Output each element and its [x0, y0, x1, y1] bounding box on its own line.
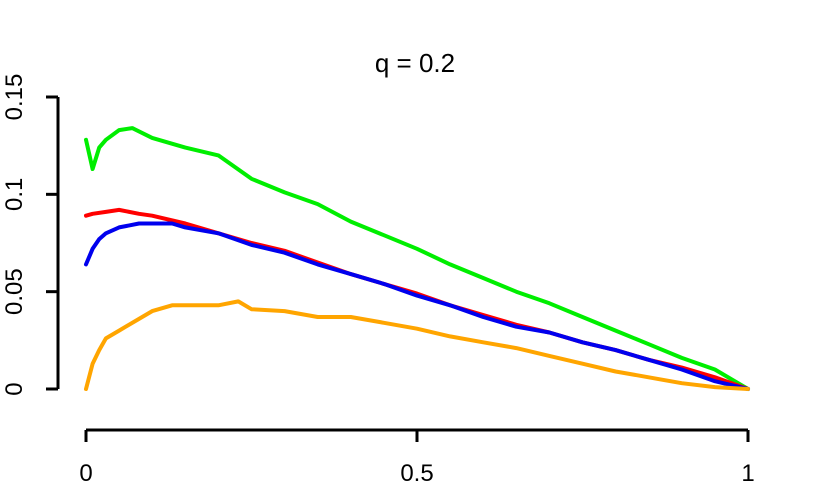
x-tick-label: 0: [79, 460, 92, 487]
series-line: [84, 126, 750, 391]
plot-lines: [84, 126, 750, 391]
y-axis: 0 0.05 0.1 0.15: [1, 74, 60, 396]
chart-title: q = 0.2: [375, 48, 455, 78]
x-tick-label: 0.5: [400, 460, 433, 487]
series-line: [84, 207, 750, 391]
y-tick-label: 0.1: [1, 178, 28, 211]
y-tick-label: 0.05: [1, 268, 28, 315]
y-tick-label: 0: [1, 382, 28, 395]
series-line: [84, 221, 750, 391]
x-axis: 0 0.5 1: [79, 428, 755, 487]
series-line: [84, 299, 750, 391]
x-tick-label: 1: [741, 460, 754, 487]
y-tick-label: 0.15: [1, 74, 28, 121]
